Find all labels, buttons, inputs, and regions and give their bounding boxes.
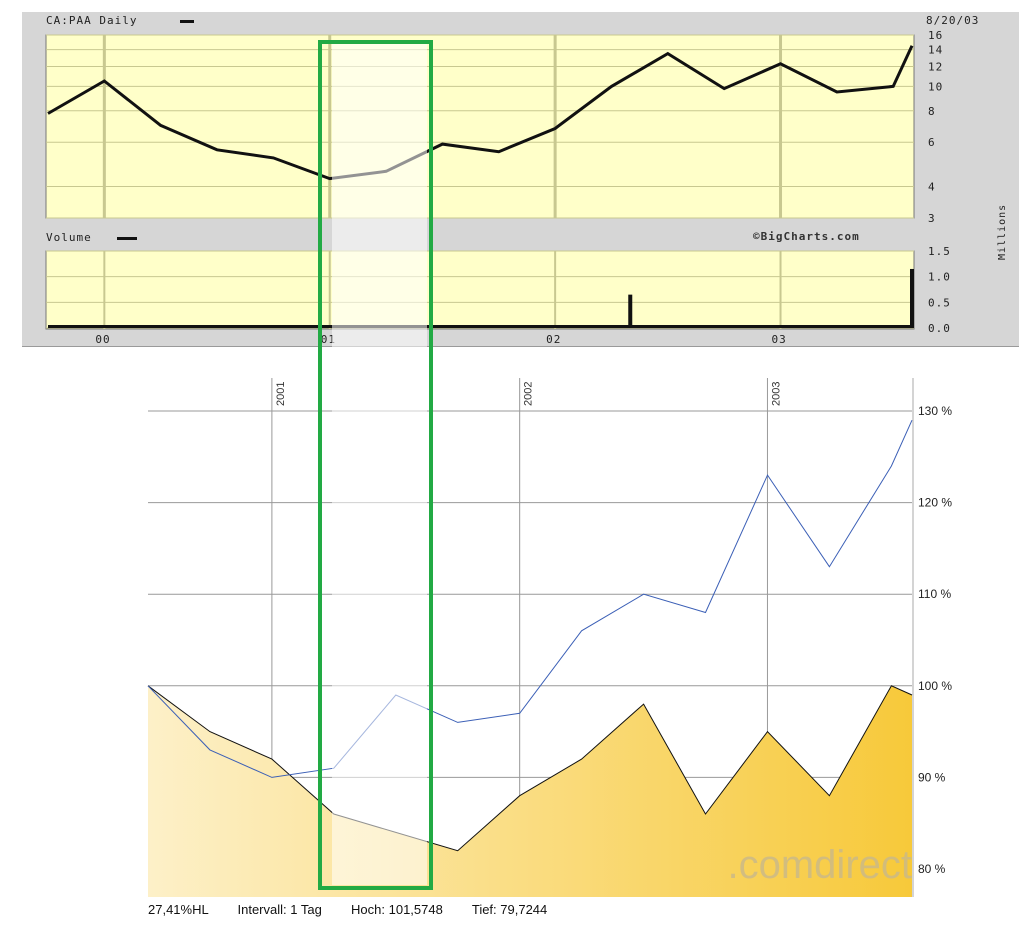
highlight-fade — [332, 40, 427, 885]
volume-legend-swatch — [117, 237, 137, 240]
symbol-label: CA:PAA Daily — [46, 14, 138, 27]
year-label: 2002 — [523, 382, 535, 406]
pct-tick-label: 100 % — [918, 679, 952, 693]
date-label: 8/20/03 — [926, 14, 980, 27]
pct-tick-label: 110 % — [918, 587, 951, 601]
bigcharts-watermark: ©BigCharts.com — [753, 230, 860, 243]
year-label: 2001 — [275, 382, 287, 406]
millions-unit-label: Millions — [997, 203, 1008, 260]
year-label: 2003 — [770, 382, 782, 406]
highlight-box — [318, 40, 433, 890]
pct-tick-label: 120 % — [918, 496, 952, 510]
legend-swatch — [180, 20, 194, 23]
footer-high: Hoch: 101,5748 — [351, 902, 443, 917]
footer-interval: Intervall: 1 Tag — [237, 902, 322, 917]
black-series-line — [147, 685, 913, 852]
footer-low: Tief: 79,7244 — [471, 902, 548, 917]
area-fill — [148, 685, 912, 897]
pct-tick-label: 130 % — [918, 404, 952, 418]
footer-range: 27,41%HL — [148, 902, 209, 917]
blue-series-line — [147, 419, 913, 778]
chart-footer: 27,41%HL Intervall: 1 Tag Hoch: 101,5748… — [148, 902, 547, 917]
pct-tick-label: 80 % — [918, 862, 946, 876]
pct-tick-label: 90 % — [918, 770, 946, 784]
comdirect-watermark: .comdirect — [728, 843, 913, 887]
bigcharts-panel: CA:PAA Daily 8/20/03 Volume ©BigCharts.c… — [22, 12, 1019, 347]
volume-label: Volume — [46, 231, 92, 244]
